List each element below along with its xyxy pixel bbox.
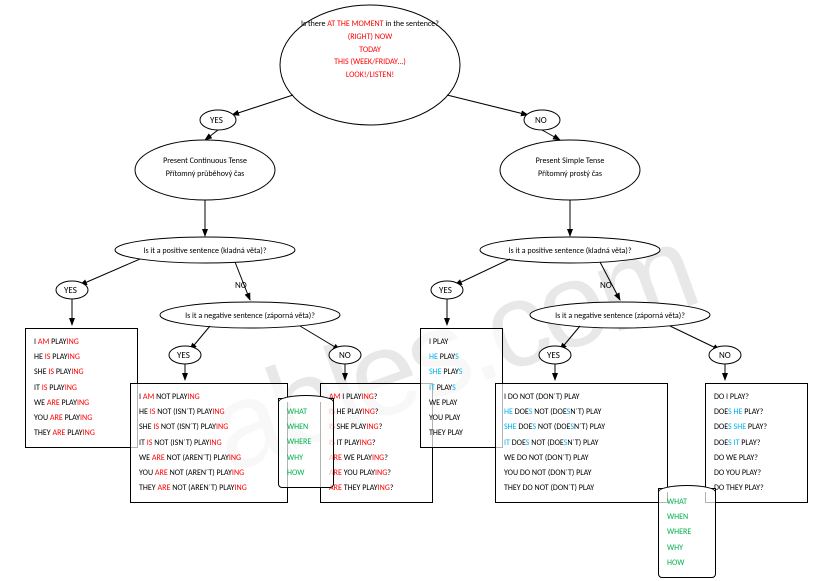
box-continuous-question: AM I PLAYING?IS HE PLAYING?IS SHE PLAYIN… (320, 383, 433, 503)
right-q-negative: Is it a negative sentence (záporná věta)… (535, 310, 705, 323)
tense-continuous: Present Continuous Tense Přítomný průběh… (140, 155, 270, 181)
left-q-negative: Is it a negative sentence (záporná věta)… (165, 310, 335, 323)
yes-root: YES (210, 115, 223, 126)
r-no2: NO (719, 350, 731, 361)
root-question: Is there AT THE MOMENT in the sentence? … (290, 18, 450, 82)
wh-words-right: WHATWHENWHEREWHYHOW (658, 488, 716, 578)
r-yes2: YES (547, 350, 560, 361)
l-yes2: YES (177, 350, 190, 361)
wh-words-left: WHATWHENWHEREWHYHOW (278, 398, 334, 488)
l-no2: NO (339, 350, 351, 361)
box-continuous-negative: I AM NOT PLAYINGHE IS NOT (ISN´T) PLAYIN… (130, 383, 288, 503)
left-q-positive: Is it a positive sentence (kladná věta)? (120, 245, 290, 258)
left-yes1: YES (64, 285, 77, 296)
left-no1: NO (235, 280, 247, 291)
right-yes1: YES (439, 285, 452, 296)
box-simple-positive: I PLAYHE PLAYSSHE PLAYSIT PLAYSWE PLAYYO… (420, 328, 503, 448)
right-no1: NO (600, 280, 612, 291)
no-root: NO (535, 115, 547, 126)
box-continuous-positive: I AM PLAYINGHE IS PLAYINGSHE IS PLAYINGI… (25, 328, 138, 448)
tense-simple: Present Simple Tense Přítomný prostý čas (505, 155, 635, 181)
box-simple-negative: I DO NOT (DON´T) PLAYHE DOES NOT (DOESN´… (495, 383, 668, 503)
box-simple-question: DO I PLAY?DOES HE PLAY?DOES SHE PLAY?DOE… (705, 383, 808, 503)
right-q-positive: Is it a positive sentence (kladná věta)? (485, 245, 655, 258)
